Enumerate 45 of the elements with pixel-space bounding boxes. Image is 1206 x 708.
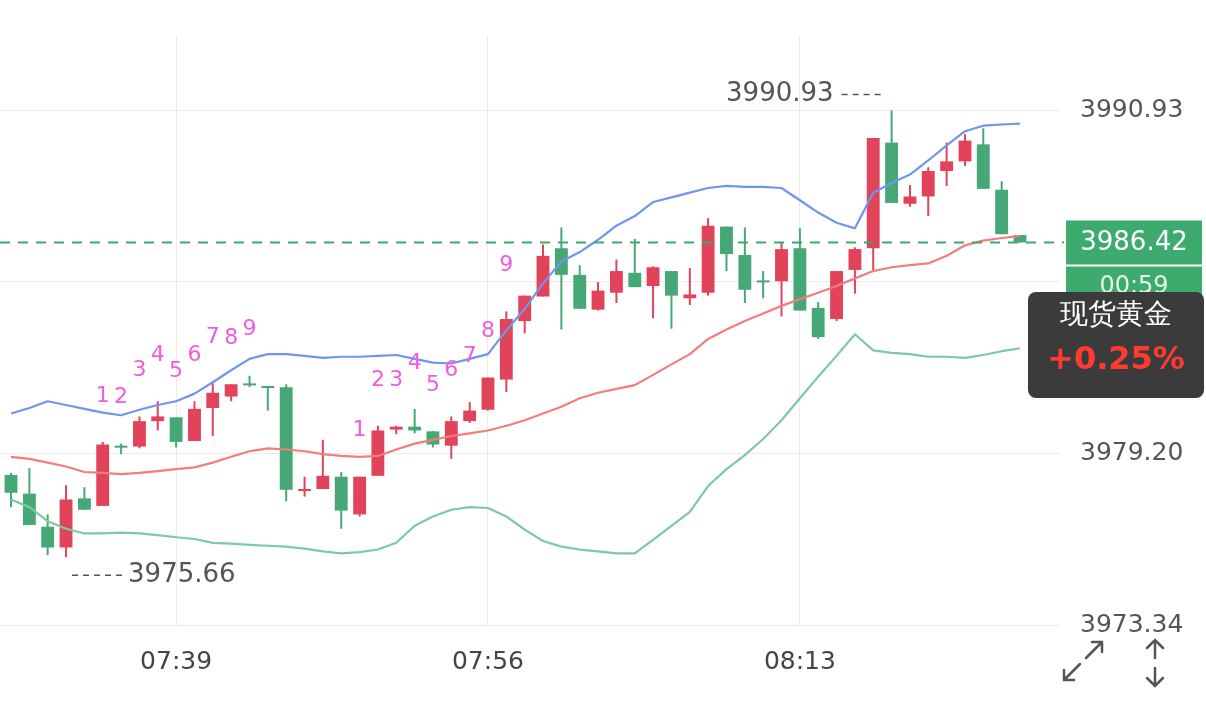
candlestick	[261, 385, 275, 412]
candlestick	[151, 400, 165, 432]
annotation: 8	[480, 317, 495, 343]
candlestick	[4, 471, 18, 509]
x-tick-label: 07:56	[451, 645, 524, 675]
annotation: 5	[425, 371, 440, 397]
annotation: 7	[205, 323, 220, 349]
annotation: +0.25%	[1046, 338, 1186, 379]
y-tick-label: 3979.20	[1080, 437, 1184, 467]
candlestick	[646, 265, 660, 320]
candlestick	[940, 141, 954, 187]
annotation: 6	[187, 340, 202, 366]
candlestick	[609, 258, 623, 304]
y-tick-label: 3990.93	[1080, 93, 1184, 123]
annotation: 6	[444, 356, 459, 382]
annotation: 8	[224, 323, 239, 349]
candlestick	[41, 513, 55, 557]
annotation: 2	[370, 365, 385, 391]
annotation: 3975.66	[128, 557, 236, 588]
annotation: 3990.93	[726, 77, 834, 108]
candlestick	[848, 246, 862, 295]
x-tick-label: 07:39	[140, 645, 213, 675]
annotation: 1	[352, 416, 367, 442]
annotation: 2	[114, 383, 129, 409]
ref-line-label: 3986.42	[1080, 226, 1188, 257]
annotation: 3	[389, 365, 404, 391]
candlestick	[463, 401, 477, 424]
candlestick	[683, 267, 697, 306]
annotation: 3	[132, 356, 147, 382]
candlestick	[903, 184, 917, 208]
text: 现货黄金	[1059, 296, 1173, 332]
annotation: 4	[150, 340, 165, 366]
candlestick	[77, 486, 91, 511]
annotation: 1	[95, 381, 110, 407]
candlestick	[298, 475, 312, 498]
annotation: 9	[242, 315, 257, 341]
y-tick-label: 3973.34	[1080, 608, 1184, 638]
candlestick	[756, 270, 770, 300]
annotation: 9	[499, 251, 514, 277]
candlestick	[958, 133, 972, 168]
candlestick	[206, 382, 220, 438]
annotation: 5	[169, 357, 184, 383]
candlestick	[591, 281, 605, 312]
x-tick-label: 08:13	[763, 645, 836, 675]
candlestick	[316, 438, 330, 490]
